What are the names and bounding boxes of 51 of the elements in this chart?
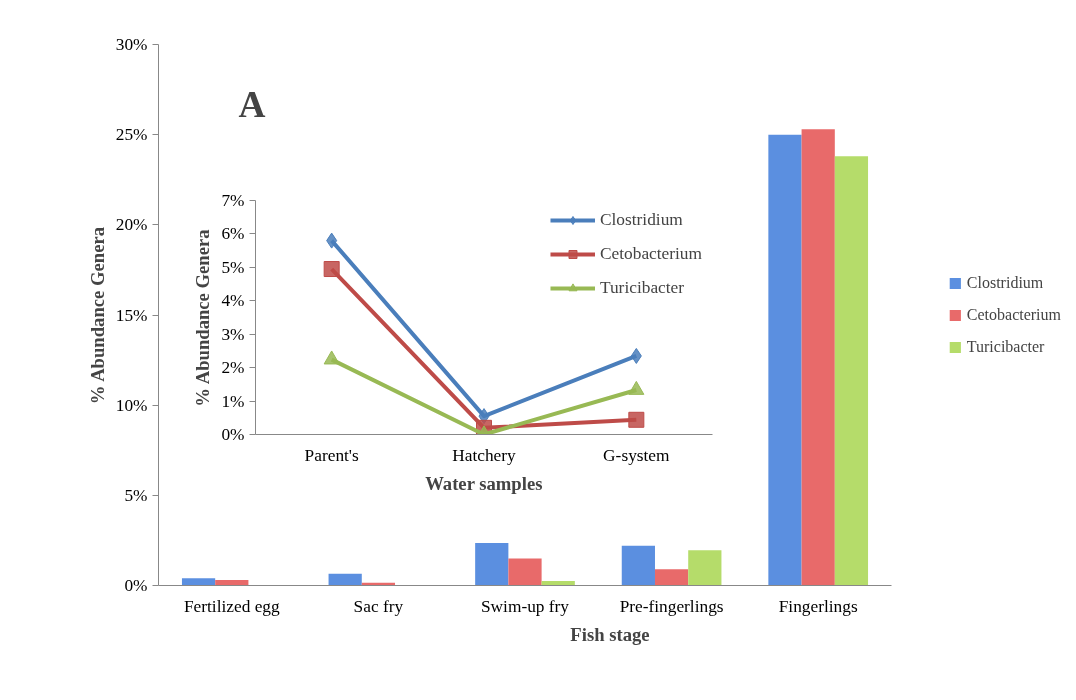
y-tick-label: 7% bbox=[221, 191, 245, 210]
bar bbox=[621, 545, 655, 586]
point bbox=[630, 347, 642, 364]
x-axis-title: Fish stage bbox=[570, 623, 650, 645]
bar bbox=[768, 134, 802, 586]
y-tick-label: 30% bbox=[115, 35, 148, 54]
x-axis-title: Water samples bbox=[425, 472, 543, 494]
x-tick-label: Swim-up fry bbox=[480, 596, 570, 616]
y-tick-label: 5% bbox=[221, 257, 245, 277]
legend-label: Turicibacter bbox=[966, 337, 1045, 356]
y-tick-label: 10% bbox=[115, 395, 148, 415]
bar bbox=[801, 129, 835, 586]
bar bbox=[475, 543, 509, 586]
y-tick-label: 0% bbox=[124, 576, 148, 595]
bar bbox=[688, 550, 722, 586]
y-axis-title: % Abundance Genera bbox=[86, 226, 108, 405]
y-tick-label: 5% bbox=[124, 485, 148, 505]
bar bbox=[215, 580, 249, 586]
bar bbox=[654, 569, 689, 586]
bar bbox=[328, 573, 362, 586]
x-tick-label: Sac fry bbox=[353, 596, 404, 616]
y-tick-label: 20% bbox=[115, 215, 148, 235]
point bbox=[628, 380, 645, 395]
bar bbox=[508, 558, 542, 586]
x-tick-label: Parent's bbox=[304, 445, 359, 465]
y-tick-label: 25% bbox=[115, 125, 148, 145]
point bbox=[326, 232, 338, 249]
x-tick-label: Fingerlings bbox=[778, 596, 858, 616]
legend-label: Cetobacterium bbox=[966, 305, 1061, 324]
point bbox=[323, 261, 340, 278]
legend-label: Turicibacter bbox=[599, 278, 685, 298]
y-tick-label: 2% bbox=[221, 358, 245, 378]
legend-label: Cetobacterium bbox=[599, 244, 702, 264]
legend-label: Clostridium bbox=[599, 210, 683, 230]
x-tick-label: G-system bbox=[603, 445, 671, 465]
legend-label: Clostridium bbox=[966, 273, 1044, 292]
y-tick-label: 0% bbox=[221, 425, 245, 444]
point bbox=[323, 350, 340, 365]
y-tick-label: 6% bbox=[221, 224, 245, 244]
y-tick-label: 3% bbox=[221, 324, 245, 344]
annotation: A bbox=[238, 83, 266, 125]
y-tick-label: 1% bbox=[221, 391, 245, 411]
point bbox=[628, 411, 645, 428]
y-tick-label: 15% bbox=[115, 305, 148, 325]
x-tick-label: Fertilized egg bbox=[183, 596, 281, 616]
y-axis-title: % Abundance Genera bbox=[192, 228, 214, 407]
y-tick-label: 4% bbox=[221, 291, 245, 311]
x-tick-label: Pre-fingerlings bbox=[619, 596, 724, 616]
bar bbox=[181, 578, 216, 586]
bar bbox=[834, 156, 869, 586]
x-tick-label: Hatchery bbox=[452, 445, 517, 465]
